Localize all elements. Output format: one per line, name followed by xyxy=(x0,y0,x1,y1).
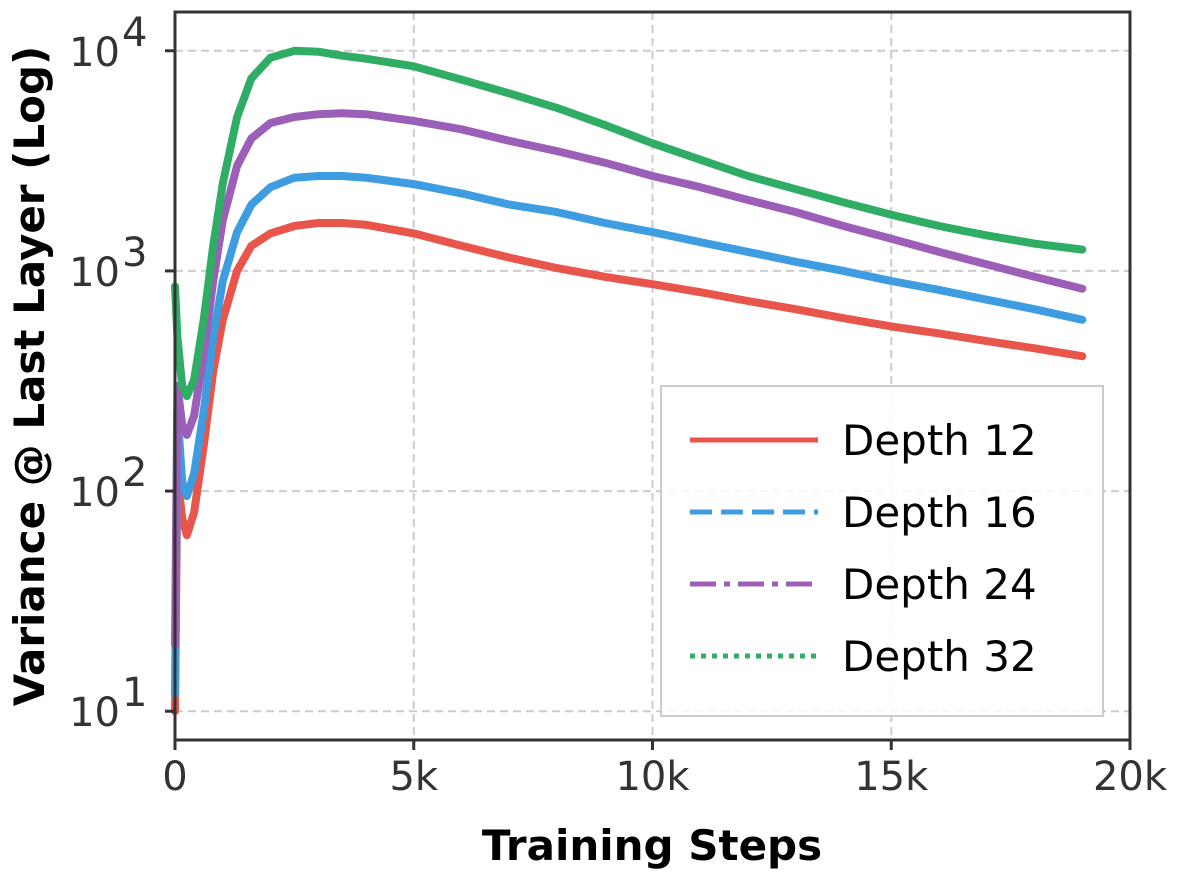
x-tick-label: 15k xyxy=(854,754,929,800)
y-axis-label: Variance @ Last Layer (Log) xyxy=(5,46,54,706)
series-line-depth-24 xyxy=(171,109,1087,649)
series-line-depth-16 xyxy=(171,172,1087,698)
y-tick-exponent: 4 xyxy=(122,10,147,56)
series-line-depth-12 xyxy=(171,219,1087,716)
x-tick-label: 20k xyxy=(1093,754,1168,800)
y-tick-exponent: 3 xyxy=(122,230,147,276)
y-tick-exponent: 2 xyxy=(122,450,147,496)
legend-label: Depth 32 xyxy=(842,632,1037,681)
x-tick-label: 5k xyxy=(389,754,438,800)
x-tick-label: 10k xyxy=(615,754,690,800)
legend: Depth 12 Depth 16 Depth 24 Depth 32 xyxy=(660,385,1104,717)
y-tick-label: 10 xyxy=(69,30,120,76)
y-tick-label: 10 xyxy=(69,690,120,736)
legend-label: Depth 24 xyxy=(842,560,1037,609)
legend-label: Depth 16 xyxy=(842,488,1037,537)
x-axis-label: Training Steps xyxy=(482,821,822,870)
y-tick-exponent: 1 xyxy=(122,670,147,716)
x-tick-label: 0 xyxy=(162,754,187,800)
legend-label: Depth 12 xyxy=(842,416,1037,465)
series-line-depth-32 xyxy=(171,46,1087,401)
y-tick-label: 10 xyxy=(69,250,120,296)
y-tick-label: 10 xyxy=(69,470,120,516)
series-lines xyxy=(171,46,1087,716)
